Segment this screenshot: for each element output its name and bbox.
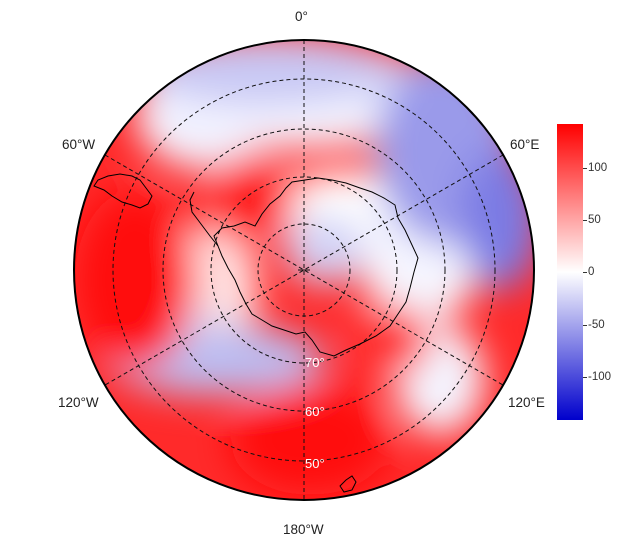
colorbar-tick-neg50: -50 [588,319,605,331]
lon-label-bottom: 180°W [283,522,324,537]
antarctica-coastline [213,177,419,357]
lat-label-50: 50° [305,456,325,471]
colorbar-tick-100: 100 [588,162,608,174]
colorbar-tickmark-50 [583,220,587,221]
latitude-circle-70 [210,176,398,364]
colorbar-tickmark-neg100 [583,377,587,378]
lat-label-60: 60° [305,404,325,419]
colorbar-tick-50: 50 [588,214,601,226]
lon-label-lower-left: 120°W [58,395,99,410]
lat-label-70: 70° [305,355,325,370]
lon-label-upper-left: 60°W [62,137,96,152]
antarctic-peninsula [189,191,219,247]
lon-label-upper-right: 60°E [510,137,540,152]
colorbar-tick-0: 0 [588,266,595,278]
map-boundary [73,39,535,501]
colorbar-tickmark-0 [583,272,587,273]
colorbar [557,124,583,420]
colorbar-tick-neg100: -100 [588,371,612,383]
lon-label-lower-right: 120°E [508,395,545,410]
colorbar-tickmark-neg50 [583,325,587,326]
latitude-circle-60 [162,128,446,412]
new-zealand-coast [339,475,357,493]
colorbar-tickmark-100 [583,168,587,169]
south-america-coast [93,173,153,209]
lon-label-top: 0° [295,9,308,24]
